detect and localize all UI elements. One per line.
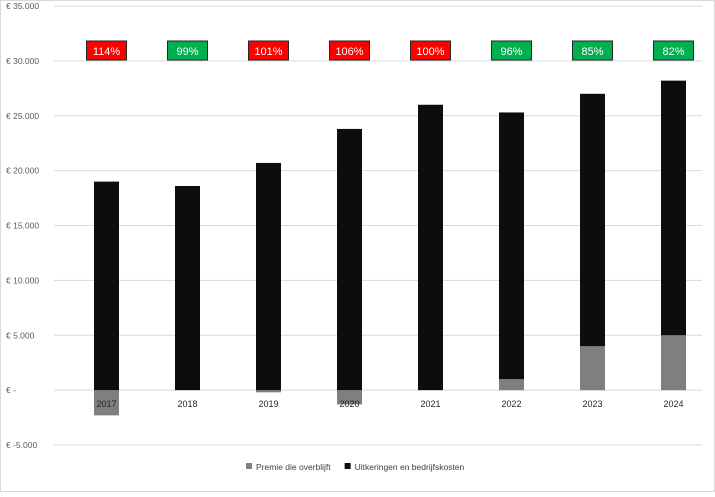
x-tick-label: 2017 [96,399,116,409]
y-tick-label: € 30.000 [6,56,39,66]
bar-uitkeringen-2020 [337,128,362,391]
ratio-badge-2022 [491,40,532,61]
legend-label-2: Uitkeringen en bedrijfskosten [355,462,465,472]
x-tick-label: 2018 [177,399,197,409]
x-tick-label: 2023 [582,399,602,409]
bar-premie-2023 [580,346,605,391]
ratio-badge-2020 [329,40,370,61]
x-tick-label: 2024 [663,399,683,409]
x-tick-label: 2021 [420,399,440,409]
y-tick-label: € 25.000 [6,111,39,121]
bar-premie-2019 [256,390,281,393]
ratio-badge-2018 [167,40,208,61]
ratio-badge-label: 100% [416,46,444,58]
y-tick-label: € 35.000 [6,1,39,11]
y-tick-label: € 10.000 [6,275,39,285]
ratio-badge-2017 [86,40,127,61]
bar-premie-2017 [94,390,119,416]
bar-uitkeringen-2023 [580,93,605,347]
ratio-badge-2019 [248,40,289,61]
ratio-badge-label: 85% [581,46,603,58]
bar-premie-2024 [661,335,686,391]
bar-premie-2022 [499,379,524,391]
ratio-badge-label: 82% [662,46,684,58]
bar-uitkeringen-2019 [256,162,281,391]
y-tick-label: € 20.000 [6,166,39,176]
bar-uitkeringen-2024 [661,80,686,336]
legend-label-1: Premie die overblijft [256,462,331,472]
bar-uitkeringen-2017 [94,181,119,391]
bar-uitkeringen-2018 [175,185,200,391]
bar-premie-2020 [337,390,362,405]
ratio-badge-label: 114% [93,46,121,58]
bar-uitkeringen-2021 [418,104,443,391]
ratio-badge-label: 106% [335,46,363,58]
y-tick-label: € -5.000 [6,440,37,450]
x-tick-label: 2020 [339,399,359,409]
ratio-badge-label: 101% [254,46,282,58]
ratio-badge-2024 [653,40,694,61]
x-tick-label: 2019 [258,399,278,409]
bar-uitkeringen-2022 [499,112,524,380]
y-tick-label: € 15.000 [6,221,39,231]
ratio-badge-label: 99% [176,46,198,58]
ratio-badge-label: 96% [500,46,522,58]
legend-swatch-1 [246,463,252,469]
y-tick-label: € - [6,385,16,395]
ratio-badge-2021 [410,40,451,61]
ratio-badge-2023 [572,40,613,61]
y-tick-label: € 5.000 [6,330,35,340]
x-tick-label: 2022 [501,399,521,409]
legend-swatch-2 [344,463,351,469]
